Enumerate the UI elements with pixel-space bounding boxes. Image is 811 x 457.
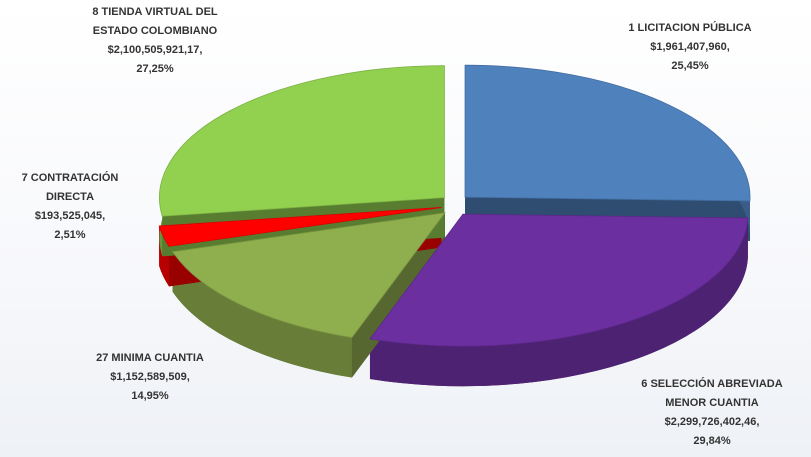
slice (159, 65, 445, 217)
slice (171, 212, 446, 338)
data-label: 1 LICITACION PÚBLICA $1,961,407,960, 25,45… (628, 21, 751, 72)
data-label: 6 SELECCIÓN ABREVIADA MENOR CUANTIA $2,299… (641, 377, 782, 447)
amount-label: $1,961,407,960, (650, 41, 730, 53)
slice (369, 213, 749, 347)
category-label: 8 TIENDA VIRTUAL DEL (92, 6, 218, 18)
category-label: MENOR CUANTIA (665, 397, 759, 409)
category-label: 7 CONTRATACIÓN (22, 171, 119, 184)
data-label: 8 TIENDA VIRTUAL DEL ESTADO COLOMBIANO $2,… (92, 6, 218, 75)
amount-label: $2,100,505,921,17, (108, 44, 203, 56)
amount-label: $2,299,726,402,46, (665, 416, 760, 428)
slice-edge (172, 251, 352, 378)
value-label: 2,51% (54, 229, 85, 241)
value-label: 25,45% (671, 60, 709, 72)
amount-label: $193,525,045, (35, 210, 105, 222)
slice-edge (369, 217, 748, 387)
data-label: 27 MINIMA CUANTIA $1,152,589,509, 14,95% (96, 352, 204, 402)
category-label: ESTADO COLOMBIANO (93, 25, 218, 37)
category-label: 1 LICITACION PÚBLICA (628, 21, 751, 34)
value-label: 14,95% (131, 390, 169, 402)
slice (158, 207, 442, 247)
category-label: 6 SELECCIÓN ABREVIADA (641, 377, 782, 390)
value-label: 27,25% (136, 63, 174, 75)
category-label: DIRECTA (46, 191, 94, 203)
slice-tops (158, 64, 751, 347)
value-label: 29,84% (693, 435, 731, 447)
data-label: 7 CONTRATACIÓN DIRECTA $193,525,045, 2,51% (22, 171, 119, 241)
category-label: 27 MINIMA CUANTIA (96, 352, 204, 364)
amount-label: $1,152,589,509, (110, 371, 190, 383)
slice (464, 64, 751, 202)
